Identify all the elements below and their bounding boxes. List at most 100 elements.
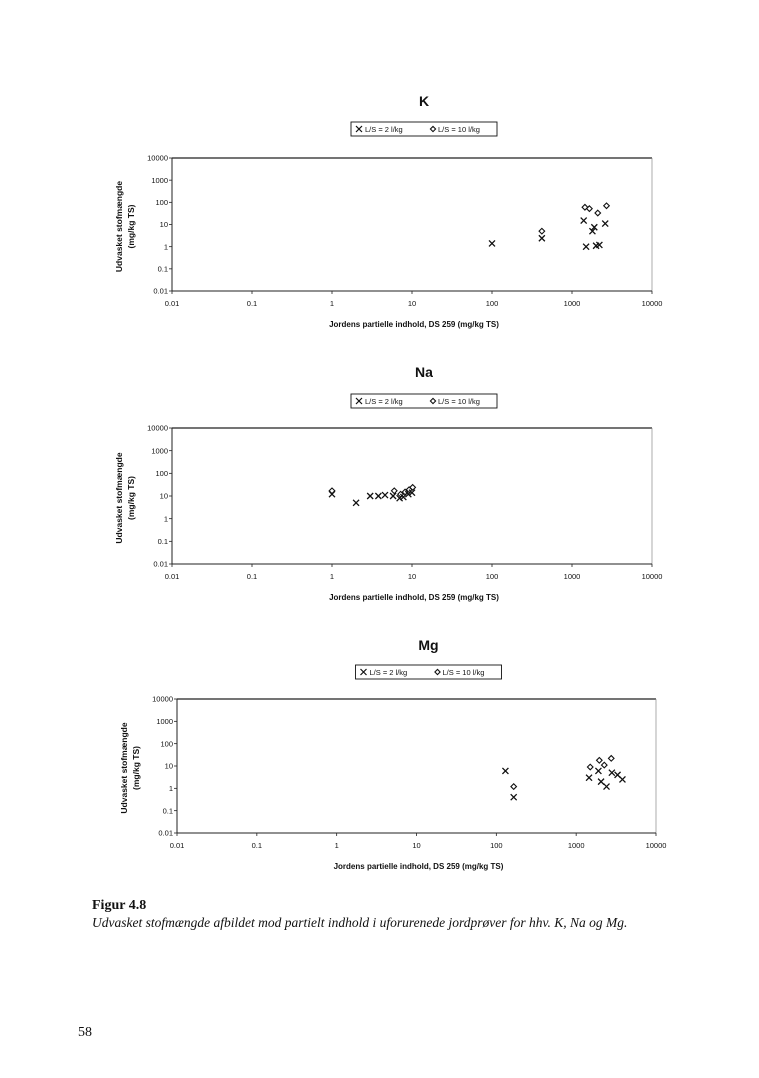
x-tick-label: 0.01 [165,299,180,308]
data-point-diamond [581,203,589,211]
legend-entry-ls2: L/S = 2 l/kg [365,125,403,134]
x-tick-label: 100 [490,841,503,850]
data-point-diamond [607,754,615,762]
data-point-x [580,217,588,225]
data-point-x [374,492,382,500]
x-tick-label: 1 [330,572,334,581]
y-tick-label: 10 [160,492,168,501]
y-tick-label: 1 [164,242,168,251]
data-point-diamond [585,205,593,213]
data-point-x [408,489,416,497]
chart-na: NaL/S = 2 l/kg L/S = 10 l/kg0.010.1110100… [114,364,662,602]
data-point-diamond [595,756,603,764]
data-point-x [501,767,509,775]
legend-entry-ls10: L/S = 10 l/kg [438,125,480,134]
chart-title: Mg [418,637,438,653]
x-tick-label: 0.01 [165,572,180,581]
data-point-x [582,243,590,251]
data-point-diamond [538,227,546,235]
x-tick-label: 0.1 [247,572,257,581]
y-tick-label: 1000 [151,446,168,455]
x-tick-label: 10000 [642,299,663,308]
x-tick-label: 1 [335,841,339,850]
y-axis-label-line2: (mg/kg TS) [126,476,136,520]
y-tick-label: 0.01 [153,560,168,569]
data-point-x [608,769,616,777]
data-point-x [488,239,496,247]
data-point-x [381,491,389,499]
x-tick-label: 1000 [564,299,581,308]
data-point-x [538,234,546,242]
y-tick-label: 10 [160,220,168,229]
data-point-x [389,492,397,500]
y-axis-label-line1: Udvasket stofmængde [114,181,124,272]
legend-entry-ls10: L/S = 10 l/kg [443,668,485,677]
x-tick-label: 1000 [568,841,585,850]
chart-title: K [419,93,429,109]
figure-caption-text: Udvasket stofmængde afbildet mod partiel… [92,915,628,930]
x-tick-label: 10000 [646,841,667,850]
data-point-diamond [600,761,608,769]
y-tick-label: 1000 [156,717,173,726]
data-point-diamond [594,209,602,217]
x-tick-label: 100 [486,299,499,308]
x-axis-label: Jordens partielle indhold, DS 259 (mg/kg… [329,320,499,329]
legend-box [350,121,498,137]
x-tick-label: 10 [408,572,416,581]
y-tick-label: 100 [155,469,168,478]
x-tick-label: 0.1 [252,841,262,850]
x-tick-label: 10 [408,299,416,308]
data-point-diamond [510,782,518,791]
y-tick-label: 0.01 [153,287,168,296]
chart-k: K L/S = 2 l/kg L/S = 10 l/kg 0.01 0.1 1 10 100 1… [114,93,662,329]
y-axis-label-line1: Udvasket stofmængde [114,452,124,543]
y-axis-label-line1: Udvasket stofmængde [119,722,129,813]
y-tick-label: 10 [165,762,173,771]
data-point-x [352,499,360,507]
legend-box [355,664,502,680]
data-point-x [597,778,605,786]
legend-entry-ls2: L/S = 2 l/kg [365,397,403,406]
x-tick-label: 100 [486,572,499,581]
data-point-diamond [586,763,594,771]
y-tick-label: 10000 [152,695,173,704]
y-tick-label: 1 [169,784,173,793]
figure-charts: K L/S = 2 l/kg L/S = 10 l/kg 0.01 0.1 1 10 100 1… [114,93,666,871]
chart-title: Na [415,364,433,380]
y-tick-label: 1000 [151,176,168,185]
data-point-diamond [409,483,417,491]
y-tick-label: 0.01 [158,829,173,838]
x-axis-label: Jordens partielle indhold, DS 259 (mg/kg… [329,593,499,602]
legend-entry-ls2: L/S = 2 l/kg [370,668,408,677]
data-point-x [585,774,593,782]
y-tick-label: 1 [164,514,168,523]
legend-x-marker [355,125,363,133]
y-tick-label: 0.1 [163,806,173,815]
x-tick-label: 1 [330,299,334,308]
legend-x-marker [355,397,363,405]
chart-mg: MgL/S = 2 l/kg L/S = 10 l/kg0.010.1110100… [119,637,666,871]
x-tick-label: 0.01 [170,841,185,850]
y-tick-label: 10000 [147,424,168,433]
page-number: 58 [78,1025,92,1040]
data-point-diamond [328,487,336,495]
y-axis-label-line2: (mg/kg TS) [126,204,136,248]
x-tick-label: 0.1 [247,299,257,308]
legend-diamond-marker [429,125,437,133]
x-tick-label: 1000 [564,572,581,581]
figure-caption-title: Figur 4.8 [92,898,147,913]
data-point-x [590,223,598,231]
legend-x-marker [360,668,367,676]
y-axis-label-line2: (mg/kg TS) [131,746,141,790]
data-point-x [404,490,412,498]
y-tick-label: 10000 [147,154,168,163]
data-point-diamond [397,490,405,498]
data-point-x [594,767,602,775]
y-tick-label: 0.1 [158,264,168,273]
legend-diamond-marker [434,668,441,676]
data-point-x [366,492,374,500]
legend-diamond-marker [429,397,437,405]
x-tick-label: 10 [412,841,420,850]
x-axis-label: Jordens partielle indhold, DS 259 (mg/kg… [334,862,504,871]
data-point-diamond [602,202,611,210]
